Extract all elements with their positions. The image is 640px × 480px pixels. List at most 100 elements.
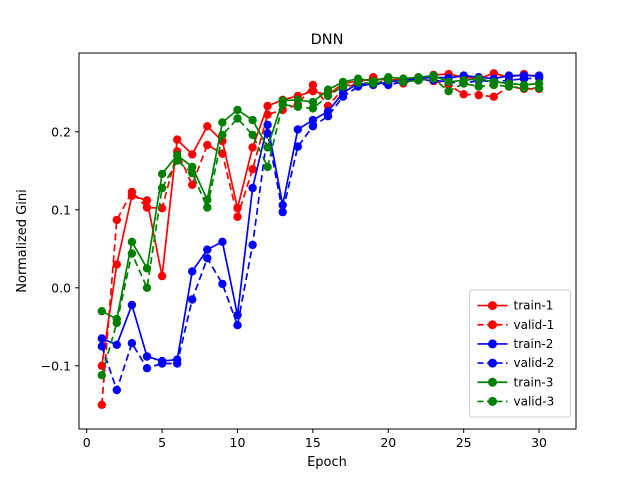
data-point-valid-3 xyxy=(444,87,453,96)
x-tick-label: 25 xyxy=(456,435,472,450)
data-point-valid-1 xyxy=(127,187,137,197)
data-point-valid-3 xyxy=(248,130,257,140)
legend-item-train-2: train-2 xyxy=(477,337,554,351)
legend-item-valid-1: valid-1 xyxy=(477,318,554,332)
legend-label-valid-3: valid-3 xyxy=(514,394,555,408)
data-point-valid-3 xyxy=(112,318,122,328)
data-point-valid-3 xyxy=(127,249,137,258)
y-tick-label: −0.1 xyxy=(41,358,71,373)
data-point-valid-2 xyxy=(97,342,107,351)
data-point-valid-1 xyxy=(459,90,468,99)
data-point-train-1 xyxy=(203,122,212,131)
data-point-valid-3 xyxy=(278,100,287,109)
legend-label-train-3: train-3 xyxy=(514,375,554,389)
y-tick-label: 0.0 xyxy=(51,280,71,295)
data-point-valid-3 xyxy=(233,114,242,123)
data-point-valid-1 xyxy=(489,92,498,101)
data-point-valid-3 xyxy=(218,130,227,140)
legend-marker-train-1 xyxy=(488,301,497,311)
data-point-valid-1 xyxy=(142,203,152,212)
data-point-train-2 xyxy=(293,125,302,134)
data-point-train-2 xyxy=(188,267,197,276)
data-point-valid-1 xyxy=(248,165,257,174)
y-axis-label: Normalized Gini xyxy=(15,189,30,292)
x-axis-label: Epoch xyxy=(307,455,347,470)
data-point-valid-3 xyxy=(97,371,107,380)
data-point-valid-1 xyxy=(218,149,227,158)
x-tick-label: 10 xyxy=(230,435,246,450)
data-point-train-1 xyxy=(97,361,107,370)
y-tick-label: 0.1 xyxy=(51,202,71,217)
data-point-train-3 xyxy=(157,169,167,179)
data-point-train-3 xyxy=(188,162,197,172)
data-point-valid-2 xyxy=(519,74,529,83)
data-point-train-3 xyxy=(474,74,483,83)
x-tick-label: 30 xyxy=(531,435,547,450)
data-point-train-3 xyxy=(323,85,333,94)
legend-item-train-1: train-1 xyxy=(477,299,553,313)
legend-marker-valid-2 xyxy=(488,358,497,368)
data-point-valid-2 xyxy=(127,339,137,348)
data-point-valid-3 xyxy=(263,162,272,172)
data-point-train-3 xyxy=(263,143,272,152)
data-point-train-3 xyxy=(248,115,257,125)
data-point-train-3 xyxy=(444,77,453,87)
data-point-valid-3 xyxy=(188,168,197,178)
legend-label-valid-2: valid-2 xyxy=(514,356,555,370)
legend-marker-train-3 xyxy=(488,377,497,387)
data-point-valid-2 xyxy=(142,364,152,373)
data-point-train-3 xyxy=(218,118,227,127)
data-point-train-2 xyxy=(203,245,212,254)
data-point-valid-3 xyxy=(323,91,333,101)
data-point-valid-3 xyxy=(504,82,514,91)
data-point-train-1 xyxy=(188,150,197,159)
series-layer xyxy=(97,69,544,409)
data-point-valid-1 xyxy=(188,180,197,189)
data-point-valid-1 xyxy=(112,215,122,225)
data-point-train-2 xyxy=(248,183,257,193)
data-point-train-3 xyxy=(97,307,107,316)
data-point-valid-3 xyxy=(369,79,378,88)
data-point-valid-3 xyxy=(459,79,468,88)
data-point-valid-3 xyxy=(203,203,212,212)
data-point-train-1 xyxy=(218,136,227,146)
data-point-valid-2 xyxy=(112,385,122,395)
data-point-train-2 xyxy=(218,237,227,246)
data-point-valid-1 xyxy=(308,80,318,90)
data-point-valid-2 xyxy=(248,240,257,250)
x-tick-label: 5 xyxy=(158,435,166,450)
data-point-valid-3 xyxy=(429,74,438,83)
data-point-valid-2 xyxy=(323,112,333,121)
data-point-valid-2 xyxy=(293,142,302,151)
data-point-train-2 xyxy=(263,120,272,129)
data-point-valid-3 xyxy=(308,104,318,113)
data-point-valid-2 xyxy=(188,295,197,304)
data-point-valid-3 xyxy=(293,102,302,112)
data-point-valid-2 xyxy=(173,359,182,368)
data-point-valid-1 xyxy=(233,212,242,221)
legend-label-train-2: train-2 xyxy=(514,337,554,351)
data-point-valid-2 xyxy=(308,122,318,131)
series-line-valid-3 xyxy=(100,77,540,376)
legend-item-valid-2: valid-2 xyxy=(477,356,555,370)
data-point-train-1 xyxy=(142,196,152,205)
axes-frame xyxy=(78,52,577,430)
data-point-valid-2 xyxy=(278,207,287,217)
data-point-train-1 xyxy=(173,135,182,144)
data-point-valid-1 xyxy=(263,110,272,119)
data-point-valid-3 xyxy=(353,78,363,87)
series-line-valid-2 xyxy=(100,77,540,393)
legend-marker-valid-3 xyxy=(488,396,497,406)
data-point-valid-3 xyxy=(399,77,408,87)
data-point-valid-3 xyxy=(384,76,393,85)
data-point-valid-3 xyxy=(338,82,348,91)
data-point-train-3 xyxy=(233,105,242,115)
data-point-train-1 xyxy=(157,271,167,281)
data-point-valid-2 xyxy=(218,279,227,289)
legend: train-1 valid-1 train-2 valid-2 train-3 valid… xyxy=(469,289,571,418)
data-point-train-3 xyxy=(127,237,137,246)
data-point-train-2 xyxy=(112,340,122,349)
legend-item-train-3: train-3 xyxy=(477,375,554,389)
data-point-train-3 xyxy=(293,95,302,105)
data-point-train-2 xyxy=(97,334,107,343)
